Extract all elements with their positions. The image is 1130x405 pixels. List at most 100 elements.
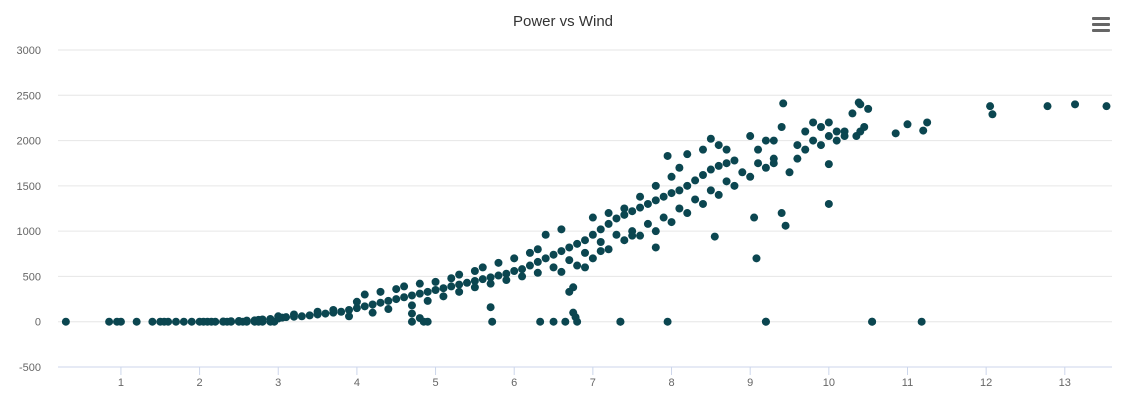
data-point[interactable] xyxy=(305,311,314,320)
data-point[interactable] xyxy=(61,317,70,326)
data-point[interactable] xyxy=(502,269,511,278)
data-point[interactable] xyxy=(536,317,545,326)
data-point[interactable] xyxy=(698,199,707,208)
data-point[interactable] xyxy=(761,163,770,172)
data-point[interactable] xyxy=(793,154,802,163)
data-point[interactable] xyxy=(565,243,574,252)
data-point[interactable] xyxy=(533,268,542,277)
data-point[interactable] xyxy=(557,247,566,256)
data-point[interactable] xyxy=(769,159,778,168)
data-point[interactable] xyxy=(518,272,527,281)
data-point[interactable] xyxy=(840,132,849,141)
data-point[interactable] xyxy=(917,317,926,326)
data-point[interactable] xyxy=(455,270,464,279)
data-point[interactable] xyxy=(1043,102,1052,111)
data-point[interactable] xyxy=(581,236,589,245)
data-point[interactable] xyxy=(628,207,637,216)
data-point[interactable] xyxy=(518,265,527,274)
data-point[interactable] xyxy=(360,290,369,299)
data-point[interactable] xyxy=(714,190,723,199)
data-point[interactable] xyxy=(854,98,863,107)
data-point[interactable] xyxy=(470,266,479,275)
data-point[interactable] xyxy=(643,199,652,208)
data-point[interactable] xyxy=(683,150,692,159)
data-point[interactable] xyxy=(211,317,220,326)
data-point[interactable] xyxy=(423,296,432,305)
data-point[interactable] xyxy=(557,267,566,276)
data-point[interactable] xyxy=(832,136,841,145)
data-point[interactable] xyxy=(588,213,597,222)
data-point[interactable] xyxy=(628,231,637,240)
data-point[interactable] xyxy=(738,168,747,177)
data-point[interactable] xyxy=(620,210,629,219)
data-point[interactable] xyxy=(329,305,338,314)
data-point[interactable] xyxy=(510,254,519,263)
data-point[interactable] xyxy=(698,170,707,179)
data-point[interactable] xyxy=(691,176,700,185)
data-point[interactable] xyxy=(219,317,228,326)
data-point[interactable] xyxy=(793,141,802,150)
data-point[interactable] xyxy=(470,276,479,285)
data-point[interactable] xyxy=(801,127,810,136)
data-point[interactable] xyxy=(439,292,448,301)
data-point[interactable] xyxy=(549,317,558,326)
data-point[interactable] xyxy=(1102,102,1111,111)
data-point[interactable] xyxy=(407,309,416,318)
data-point[interactable] xyxy=(761,136,770,145)
data-point[interactable] xyxy=(148,317,157,326)
data-point[interactable] xyxy=(769,136,778,145)
data-point[interactable] xyxy=(376,287,385,296)
data-point[interactable] xyxy=(478,275,487,284)
data-point[interactable] xyxy=(227,317,236,326)
data-point[interactable] xyxy=(596,238,605,247)
data-point[interactable] xyxy=(525,248,534,257)
data-point[interactable] xyxy=(510,266,519,275)
data-point[interactable] xyxy=(274,312,283,321)
data-point[interactable] xyxy=(636,231,645,240)
data-point[interactable] xyxy=(1071,100,1080,109)
data-point[interactable] xyxy=(986,102,995,111)
data-point[interactable] xyxy=(777,209,786,218)
data-point[interactable] xyxy=(407,301,416,310)
data-point[interactable] xyxy=(667,189,676,198)
data-point[interactable] xyxy=(659,192,668,201)
data-point[interactable] xyxy=(400,293,409,302)
data-point[interactable] xyxy=(801,145,810,154)
data-point[interactable] xyxy=(659,213,668,222)
data-point[interactable] xyxy=(824,132,833,141)
data-point[interactable] xyxy=(596,225,605,234)
data-point[interactable] xyxy=(105,317,114,326)
data-point[interactable] xyxy=(752,254,761,263)
data-point[interactable] xyxy=(282,313,291,322)
data-point[interactable] xyxy=(816,141,825,150)
data-point[interactable] xyxy=(604,219,613,228)
data-point[interactable] xyxy=(415,289,424,298)
data-point[interactable] xyxy=(710,232,719,241)
data-point[interactable] xyxy=(557,225,566,234)
data-point[interactable] xyxy=(541,230,550,239)
data-point[interactable] xyxy=(407,291,416,300)
data-point[interactable] xyxy=(384,296,393,305)
data-point[interactable] xyxy=(746,172,755,181)
data-point[interactable] xyxy=(164,317,173,326)
data-point[interactable] xyxy=(636,203,645,212)
data-point[interactable] xyxy=(313,307,322,316)
data-point[interactable] xyxy=(824,118,833,127)
data-point[interactable] xyxy=(549,263,558,272)
data-point[interactable] xyxy=(345,312,354,321)
data-point[interactable] xyxy=(675,163,684,172)
data-point[interactable] xyxy=(919,126,928,135)
data-point[interactable] xyxy=(352,304,361,313)
data-point[interactable] xyxy=(581,248,589,257)
data-point[interactable] xyxy=(683,209,692,218)
chart-menu-button[interactable] xyxy=(1092,17,1110,33)
data-point[interactable] xyxy=(683,181,692,190)
data-point[interactable] xyxy=(612,230,621,239)
data-point[interactable] xyxy=(868,317,877,326)
data-point[interactable] xyxy=(488,317,497,326)
data-point[interactable] xyxy=(455,280,464,289)
data-point[interactable] xyxy=(663,151,672,160)
data-point[interactable] xyxy=(722,145,731,154)
data-point[interactable] xyxy=(400,282,409,291)
data-point[interactable] xyxy=(620,236,629,245)
